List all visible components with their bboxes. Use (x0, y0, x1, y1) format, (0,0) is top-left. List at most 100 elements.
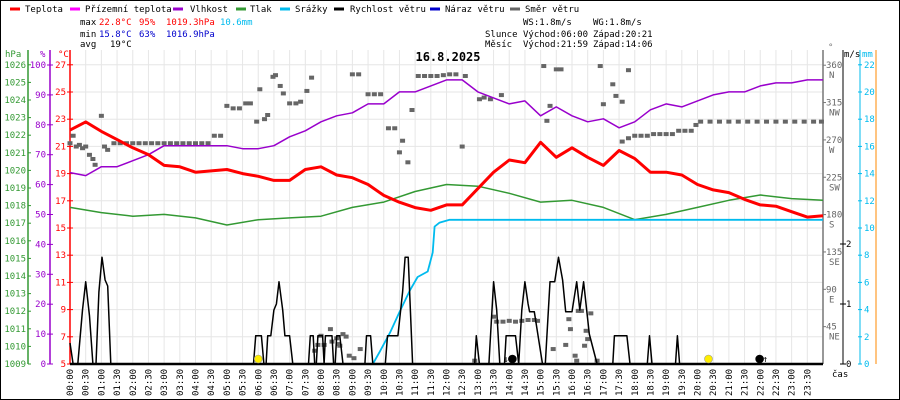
humidity-tick-label: 60 (35, 181, 46, 191)
wind-direction-point (136, 141, 142, 146)
direction-compass-label: N (829, 71, 834, 81)
wind-direction-point (574, 358, 580, 363)
wind-direction-point (405, 160, 411, 165)
wind-axis-label: m/s (844, 50, 860, 60)
legend-label: Vlhkost (190, 5, 228, 15)
wind-direction-point (716, 119, 722, 124)
legend-label: Rychlost větru (350, 5, 426, 15)
wind-direction-point (218, 133, 224, 138)
time-tick-label: 15:00 (537, 369, 547, 396)
hpa-tick-label: 1019 (4, 184, 26, 194)
time-tick-label: 11:30 (427, 369, 437, 396)
legend-label: Srážky (295, 5, 328, 15)
sunrise-time: Východ:06:00 (523, 30, 588, 40)
wind-speed-info: WS:1.8m/s (523, 18, 572, 28)
legend-label: Přízemní teplota (85, 5, 172, 15)
time-tick-label: 17:00 (599, 369, 609, 396)
rain-tick-label: 6 (864, 278, 869, 288)
wind-direction-point (409, 108, 415, 113)
max-rain: 10.6mm (220, 18, 253, 28)
wind-direction-point (811, 119, 817, 124)
rain-tick-label: 16 (864, 142, 875, 152)
humidity-tick-label: 20 (35, 300, 46, 310)
humidity-tick-label: 50 (35, 211, 46, 221)
time-tick-label: 09:30 (364, 369, 374, 396)
temperature-line (69, 120, 824, 219)
temp-tick-label: 21 (55, 142, 66, 152)
wind-direction-point (707, 119, 713, 124)
temp-tick-label: 9 (61, 306, 66, 316)
wind-direction-point (321, 342, 327, 347)
wind-direction-point (531, 318, 537, 323)
wind-direction-point (117, 141, 123, 146)
humidity-tick-label: 30 (35, 270, 46, 280)
temp-tick-label: 23 (55, 115, 66, 125)
max-pressure: 1019.3hPa (166, 18, 215, 28)
time-tick-label: 14:30 (521, 369, 531, 396)
wind-direction-point (180, 141, 186, 146)
min-temp: 15.8°C (99, 30, 132, 40)
wind-direction-point (243, 101, 249, 106)
direction-compass-label: SE (829, 258, 840, 268)
wind-direction-point (186, 141, 192, 146)
time-tick-label: 23:00 (788, 369, 798, 396)
wind-direction-point (688, 128, 694, 133)
hpa-tick-label: 1017 (4, 219, 26, 229)
wind-direction-point (500, 319, 506, 324)
wind-direction-point (422, 73, 428, 78)
wind-direction-point (304, 88, 310, 93)
wind-direction-point (130, 141, 136, 146)
sunset-time: Západ:20:21 (593, 30, 653, 40)
time-tick-label: 12:30 (458, 369, 468, 396)
direction-compass-label: W (829, 146, 835, 156)
wind-direction-point (262, 117, 268, 122)
time-tick-label: 15:30 (552, 369, 562, 396)
time-tick-label: 23:30 (803, 369, 813, 396)
wind-direction-point (547, 103, 553, 108)
time-tick-label: 12:00 (443, 369, 453, 396)
wind-direction-point (298, 99, 304, 104)
wind-direction-point (340, 332, 346, 337)
wind-direction-point (572, 353, 578, 358)
wind-tick-label: 0 (846, 360, 851, 370)
wind-direction-point (309, 75, 315, 80)
wind-direction-point (801, 119, 807, 124)
time-tick-label: 21:30 (741, 369, 751, 396)
wind-direction-point (588, 311, 594, 316)
wind-direction-point (745, 119, 751, 124)
rain-tick-label: 0 (864, 360, 869, 370)
wind-direction-point (583, 328, 589, 333)
wind-tick-label: 1 (846, 300, 851, 310)
wind-direction-point (356, 72, 362, 77)
wind-direction-point (651, 132, 657, 137)
wind-direction-point (378, 92, 384, 97)
wind-direction-point (346, 353, 352, 358)
rain-tick-label: 4 (864, 306, 869, 316)
wind-direction-point (277, 83, 283, 88)
time-tick-label: 08:00 (317, 369, 327, 396)
rain-tick-label: 22 (864, 61, 875, 71)
wind-direction-point (224, 103, 230, 108)
wind-direction-point (67, 141, 73, 146)
wind-direction-point (236, 106, 242, 111)
humidity-tick-label: 10 (35, 330, 46, 340)
wind-direction-point (487, 97, 493, 102)
wind-direction-point (293, 101, 299, 106)
wind-direction-point (155, 141, 161, 146)
wind-direction-point (199, 141, 205, 146)
wind-direction-point (754, 119, 760, 124)
time-tick-label: 00:30 (82, 369, 92, 396)
wind-direction-point (698, 119, 704, 124)
sunrise-icon (253, 354, 263, 364)
humidity-tick-label: 40 (35, 240, 46, 250)
hpa-tick-label: 1010 (4, 342, 26, 352)
chart-title: 16.8.2025 (415, 50, 480, 64)
wind-direction-point (726, 119, 732, 124)
wind-direction-point (76, 142, 82, 147)
wind-direction-point (462, 73, 468, 78)
avg-label: avg (80, 40, 96, 50)
wind-gust-info: WG:1.8m/s (593, 18, 642, 28)
wind-direction-point (481, 95, 487, 100)
x-axis-label: čas (832, 369, 848, 380)
